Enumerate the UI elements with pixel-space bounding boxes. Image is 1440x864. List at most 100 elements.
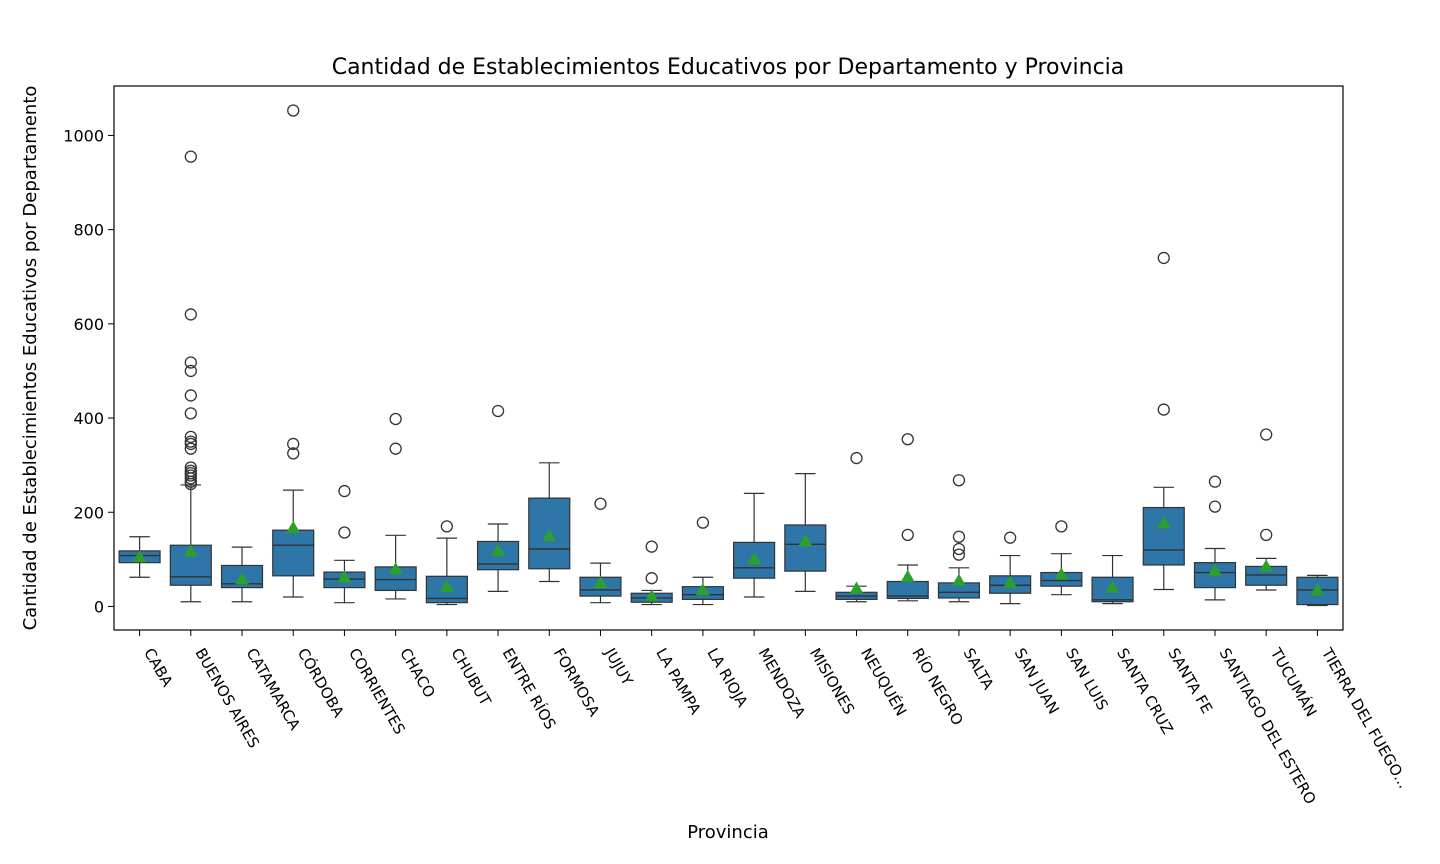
x-tick-label: RÍO NEGRO [908, 645, 967, 729]
x-tick-label: SAN LUIS [1062, 645, 1112, 713]
box-group [681, 516, 724, 606]
box [272, 529, 315, 577]
outlier-point [184, 407, 197, 420]
box-group [1245, 428, 1288, 591]
mean-marker [695, 582, 710, 596]
outlier-point [184, 308, 197, 321]
chart-title: Cantidad de Establecimientos Educativos … [332, 55, 1125, 80]
outlier-point [645, 540, 658, 553]
mean-marker [542, 528, 557, 542]
box-group [323, 484, 366, 604]
mean-marker [849, 581, 864, 594]
outlier-point [1055, 520, 1068, 533]
y-tick-label: 600 [73, 315, 104, 334]
x-tick-label: CATAMARCA [243, 645, 305, 734]
mean-marker [491, 543, 506, 557]
outlier-point [184, 430, 197, 444]
box-group [835, 451, 878, 603]
outlier-point [338, 484, 351, 498]
outlier-point [184, 364, 197, 378]
y-tick-label: 200 [73, 503, 104, 522]
box-group [118, 536, 161, 578]
outlier-point [389, 442, 402, 455]
plot-area [118, 104, 1339, 607]
y-tick-label: 0 [94, 597, 104, 616]
outlier-point [184, 389, 197, 402]
x-tick-label: NEUQUÉN [857, 645, 911, 720]
box-group [1142, 251, 1185, 591]
outlier-point [287, 437, 300, 451]
box-group [784, 473, 827, 592]
x-tick-label: FORMOSA [550, 645, 604, 720]
box-group [1091, 554, 1134, 605]
outlier-point [184, 356, 197, 369]
x-tick-label: MISIONES [806, 645, 858, 718]
outlier-point [1003, 531, 1017, 544]
outlier-point [952, 530, 966, 543]
outlier-point [594, 497, 607, 510]
mean-marker [798, 533, 813, 547]
mean-marker [900, 569, 915, 583]
mean-marker [1054, 567, 1069, 580]
outlier-point [696, 516, 710, 529]
box-group [937, 474, 981, 603]
x-axis: CABA BUENOS AIRESCATAMARCACÓRDOBACORRIENT… [139, 630, 1413, 807]
box-group [886, 433, 929, 602]
outlier-point [952, 474, 966, 487]
x-tick-label: SALTA [959, 645, 997, 693]
mean-marker [1310, 582, 1325, 596]
outlier-point [184, 442, 197, 455]
box-group [374, 412, 417, 600]
outlier-point [1208, 500, 1222, 513]
mean-marker [644, 589, 659, 602]
y-axis: 0 200 400 600 800 1000 [63, 126, 114, 616]
outlier-point [952, 548, 966, 561]
plot-frame [113, 85, 1344, 631]
outlier-point [1260, 428, 1273, 441]
mean-marker [1156, 516, 1171, 529]
mean-marker [593, 575, 608, 589]
x-tick-label: CABA [140, 645, 177, 690]
mean-marker [1003, 575, 1018, 589]
mean-marker [286, 520, 301, 534]
outlier-point [952, 542, 966, 556]
y-tick-label: 1000 [63, 126, 104, 145]
outlier-point [287, 447, 300, 460]
outlier-point [184, 472, 197, 485]
outlier-point [338, 526, 351, 539]
y-axis-label: Cantidad de Establecimientos Educativos … [20, 86, 41, 631]
mean-marker [388, 562, 403, 575]
outlier-point [184, 469, 197, 482]
x-tick-label: CÓRDOBA [294, 645, 349, 721]
x-tick-label: LA PAMPA [652, 645, 705, 718]
x-tick-label: CHACO [396, 645, 439, 701]
outlier-point [491, 404, 505, 418]
outlier-point [850, 451, 863, 465]
outlier-point [1157, 251, 1170, 265]
mean-marker [1105, 580, 1120, 593]
outlier-point [901, 528, 914, 542]
outlier-point [1157, 403, 1170, 416]
mean-marker [1207, 563, 1222, 576]
x-tick-label: LA RIOJA [703, 645, 751, 711]
y-tick-label: 800 [73, 221, 104, 240]
outlier-point [440, 520, 454, 533]
x-tick-label: ENTRE RÍOS [499, 645, 561, 733]
box-group [220, 546, 264, 603]
y-tick-label: 400 [73, 409, 104, 428]
outlier-point [184, 150, 197, 163]
box-group [425, 520, 468, 606]
x-tick-label: SAN JUAN [1011, 645, 1063, 717]
outlier-point [287, 104, 300, 117]
box-group [733, 492, 776, 598]
x-tick-label: SANTA FE [1164, 645, 1216, 717]
box-group [1040, 520, 1083, 596]
outlier-point [184, 437, 197, 451]
mean-marker [337, 570, 352, 583]
outlier-point [184, 477, 197, 491]
box-group [169, 150, 212, 603]
outlier-point [1208, 475, 1222, 488]
x-tick-label: CHUBUT [447, 645, 495, 709]
box-group [1296, 574, 1339, 607]
